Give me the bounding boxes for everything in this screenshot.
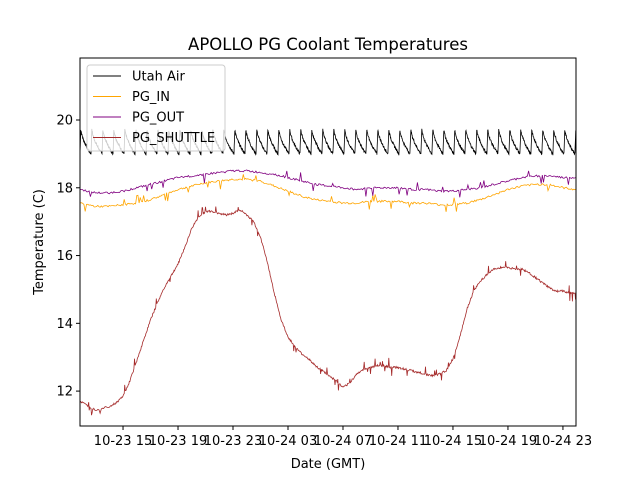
y-tick-label: 14 [56,317,73,332]
y-tick-label: 18 [56,181,73,196]
axes-frame [79,57,577,427]
y-axis: 12 14 16 18 20 [56,114,80,400]
chart-title: APOLLO PG Coolant Temperatures [188,35,468,54]
x-tick-label: 10-24 11 [369,434,427,449]
legend-box [86,64,226,152]
x-tick-label: 10-24 23 [534,434,592,449]
y-tick-label: 12 [56,385,73,400]
x-tick-label: 10-23 23 [204,434,262,449]
legend: Utah Air PG_IN PG_OUT PG_SHUTTLE [86,64,226,152]
legend-label: PG_OUT [132,111,184,126]
series-line-pg-shuttle [79,206,577,416]
x-tick-label: 10-24 03 [259,434,317,449]
x-tick-label: 10-24 07 [314,434,372,449]
y-axis-label: Temperature (C) [32,189,47,296]
y-tick-label: 20 [56,114,73,129]
x-tick-label: 10-24 15 [424,434,482,449]
series-line-pg-out [79,169,577,198]
legend-label: Utah Air [132,70,185,85]
y-tick-label: 16 [56,249,73,264]
legend-label: PG_IN [132,90,170,105]
x-axis-label: Date (GMT) [291,457,366,472]
x-tick-label: 10-23 15 [94,434,152,449]
x-tick-label: 10-24 19 [479,434,537,449]
series-line-pg-in [79,174,577,212]
x-tick-label: 10-23 19 [149,434,207,449]
legend-label: PG_SHUTTLE [132,131,215,146]
